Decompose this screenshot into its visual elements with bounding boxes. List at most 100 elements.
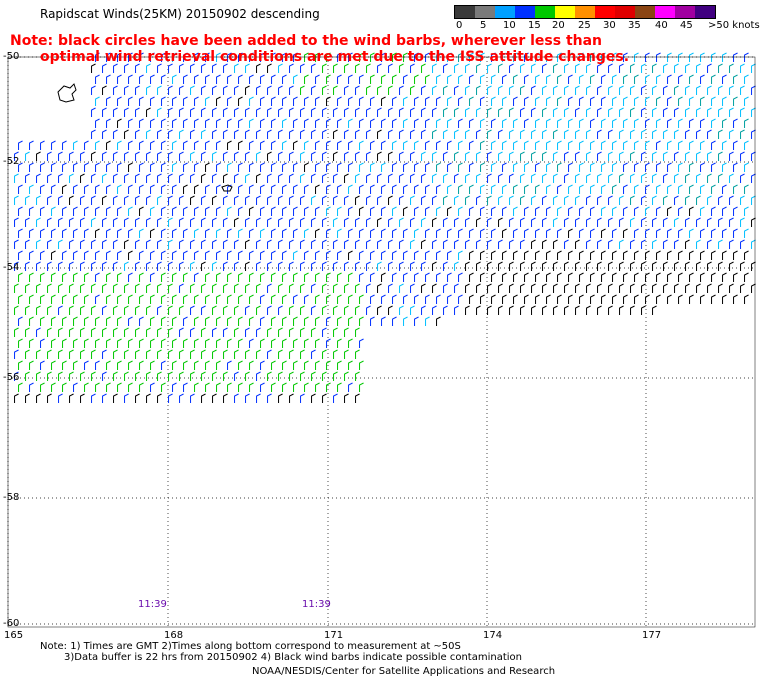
wind-barb [392, 162, 397, 172]
wind-barb [410, 129, 415, 139]
wind-barb [183, 338, 188, 348]
wind-barb [311, 129, 316, 139]
wind-barb [652, 173, 657, 183]
wind-barb [700, 228, 705, 238]
wind-barb [80, 393, 85, 403]
wind-barb [315, 184, 320, 194]
wind-barb [370, 118, 375, 128]
wind-barb [311, 349, 316, 359]
wind-barb [458, 96, 463, 106]
wind-barb [73, 228, 78, 238]
wind-barb [36, 151, 41, 161]
wind-barb [289, 195, 294, 205]
wind-barb [388, 107, 393, 117]
wind-barb [106, 52, 111, 62]
wind-barb [337, 96, 342, 106]
wind-barb [146, 129, 151, 139]
colorbar-cell [495, 6, 515, 18]
wind-barb [443, 85, 448, 95]
wind-barb [513, 206, 518, 216]
wind-barb [590, 74, 595, 84]
wind-barb [509, 173, 514, 183]
wind-barb [656, 272, 661, 282]
wind-barb [333, 283, 338, 293]
wind-barb [491, 184, 496, 194]
wind-barb [157, 173, 162, 183]
wind-barb [117, 206, 122, 216]
wind-barb [711, 294, 716, 304]
wind-barb [399, 283, 404, 293]
wind-barb [58, 195, 63, 205]
wind-barb [212, 63, 217, 73]
wind-barb [58, 151, 63, 161]
wind-barb [47, 151, 52, 161]
wind-barb [260, 382, 265, 392]
wind-barb [95, 184, 100, 194]
wind-barb [744, 184, 749, 194]
wind-barb [524, 162, 529, 172]
wind-barb [245, 393, 250, 403]
wind-barb [447, 206, 452, 216]
wind-barb [502, 52, 507, 62]
wind-barb [740, 173, 745, 183]
wind-barb [256, 173, 261, 183]
wind-barb [381, 184, 386, 194]
wind-barb [40, 250, 45, 260]
wind-barb [557, 118, 562, 128]
wind-barb [381, 96, 386, 106]
wind-barb [564, 63, 569, 73]
wind-barb [524, 52, 529, 62]
wind-barb [744, 294, 749, 304]
wind-barb [403, 162, 408, 172]
wind-barb [652, 261, 657, 271]
wind-barb [179, 327, 184, 337]
wind-barb [678, 74, 683, 84]
wind-barb [619, 305, 624, 315]
wind-barb [311, 283, 316, 293]
wind-barb [51, 272, 56, 282]
wind-barb [51, 382, 56, 392]
map-frame [7, 56, 756, 628]
wind-barb [392, 250, 397, 260]
wind-barb [465, 217, 470, 227]
wind-barb [84, 184, 89, 194]
wind-barb [410, 305, 415, 315]
wind-barb [267, 129, 272, 139]
wind-barb [223, 217, 228, 227]
wind-barb [311, 305, 316, 315]
footnote-line-1: Note: 1) Times are GMT 2)Times along bot… [40, 641, 461, 652]
wind-barb [36, 305, 41, 315]
wind-barb [491, 272, 496, 282]
wind-barb [623, 250, 628, 260]
wind-barb [150, 184, 155, 194]
wind-barb [469, 140, 474, 150]
wind-barb [689, 74, 694, 84]
wind-barb [47, 393, 52, 403]
wind-barb [740, 261, 745, 271]
wind-barb [619, 261, 624, 271]
wind-barb [124, 129, 129, 139]
wind-barb [139, 228, 144, 238]
wind-barb [388, 283, 393, 293]
wind-barb [190, 217, 195, 227]
wind-barb [124, 393, 129, 403]
wind-barb [172, 52, 177, 62]
wind-barb [542, 129, 547, 139]
wind-barb [381, 118, 386, 128]
wind-barb [201, 371, 206, 381]
wind-barb [205, 360, 210, 370]
wind-barb [150, 360, 155, 370]
wind-barb [128, 162, 133, 172]
wind-barb [128, 338, 133, 348]
wind-barb [377, 195, 382, 205]
wind-barb [289, 173, 294, 183]
wind-barb [403, 140, 408, 150]
wind-barb [106, 228, 111, 238]
wind-barb [29, 272, 34, 282]
wind-barb [29, 338, 34, 348]
wind-barb [491, 96, 496, 106]
wind-barb [47, 217, 52, 227]
wind-barb [146, 107, 151, 117]
wind-barb [667, 272, 672, 282]
wind-barb [729, 261, 734, 271]
